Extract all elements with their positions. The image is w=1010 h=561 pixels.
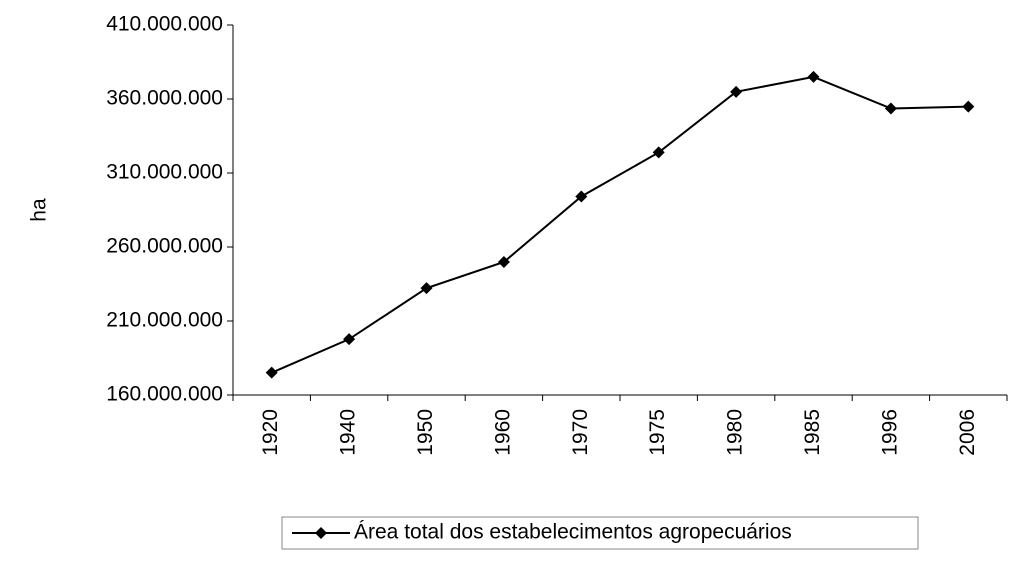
data-point xyxy=(807,70,820,83)
x-tick-label: 1996 xyxy=(878,409,901,456)
data-point xyxy=(265,366,278,379)
data-point xyxy=(652,146,665,159)
x-tick-label: 1975 xyxy=(646,409,669,456)
y-tick-label: 360.000.000 xyxy=(106,87,223,110)
x-tick-label: 1970 xyxy=(569,409,592,456)
y-tick-label: 410.000.000 xyxy=(106,13,223,36)
x-tick-label: 1985 xyxy=(801,409,824,456)
data-point xyxy=(884,102,897,115)
legend-marker xyxy=(315,527,327,539)
legend-box xyxy=(281,516,919,550)
data-point xyxy=(575,190,588,203)
x-tick-label: 1920 xyxy=(259,409,282,456)
y-axis-label: ha xyxy=(28,198,51,222)
data-point xyxy=(497,256,510,269)
y-tick-label: 310.000.000 xyxy=(106,161,223,184)
x-tick-label: 1960 xyxy=(491,409,514,456)
y-tick-label: 160.000.000 xyxy=(106,383,223,406)
y-tick-label: 260.000.000 xyxy=(106,235,223,258)
data-point xyxy=(962,100,975,113)
y-tick-label: 210.000.000 xyxy=(106,309,223,332)
data-point xyxy=(420,282,433,295)
x-tick-label: 1980 xyxy=(724,409,747,456)
data-point xyxy=(343,333,356,346)
x-tick-label: 2006 xyxy=(956,409,979,456)
x-tick-label: 1940 xyxy=(337,409,360,456)
legend-label: Área total dos estabelecimentos agropecu… xyxy=(354,521,792,544)
x-tick-label: 1950 xyxy=(414,409,437,456)
data-point xyxy=(730,85,743,98)
series-line xyxy=(271,75,969,374)
